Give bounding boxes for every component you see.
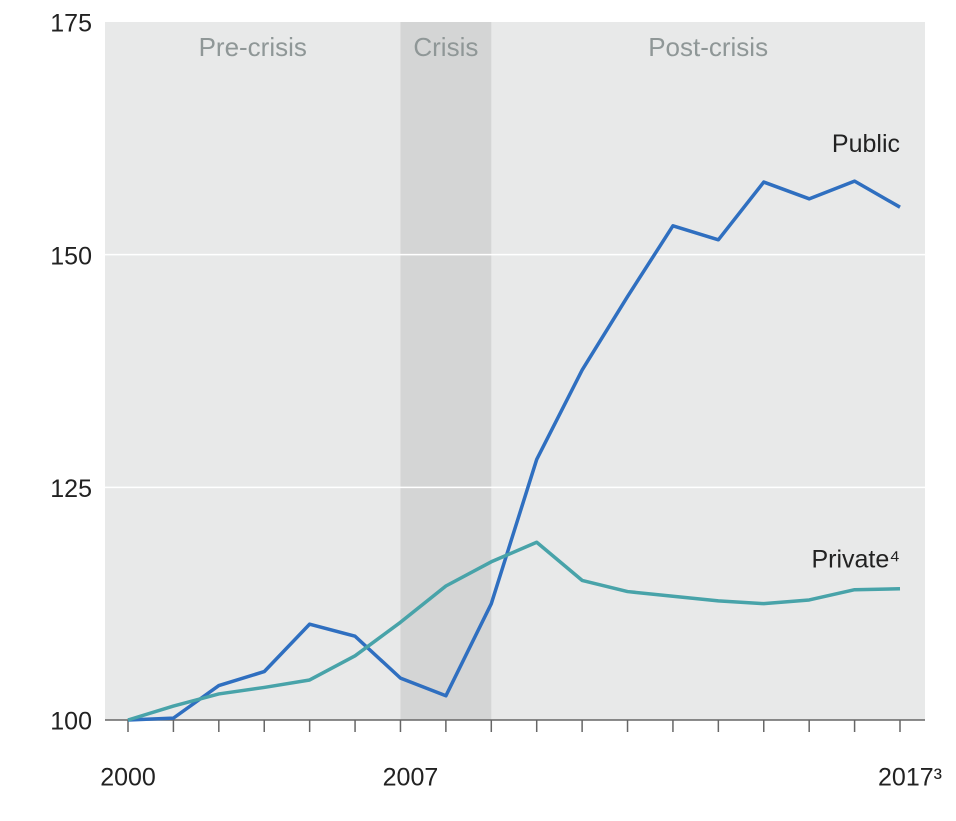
x-tick-label: 2017³ <box>878 764 942 792</box>
x-tick-label: 2007 <box>383 764 439 792</box>
plot-background <box>105 22 925 720</box>
y-tick-label: 150 <box>50 242 92 270</box>
y-tick-label: 125 <box>50 475 92 503</box>
x-tick-label: 2000 <box>100 764 156 792</box>
line-series <box>127 540 901 722</box>
line-series <box>127 179 901 722</box>
series-label: Private⁴ <box>811 545 900 573</box>
crisis-band <box>400 22 492 720</box>
region-label: Crisis <box>413 32 478 62</box>
series-label: Public <box>832 130 900 158</box>
region-label: Post-crisis <box>648 32 768 62</box>
region-label: Pre-crisis <box>199 32 307 62</box>
y-tick-label: 175 <box>50 10 92 38</box>
y-tick-label: 100 <box>50 708 92 736</box>
